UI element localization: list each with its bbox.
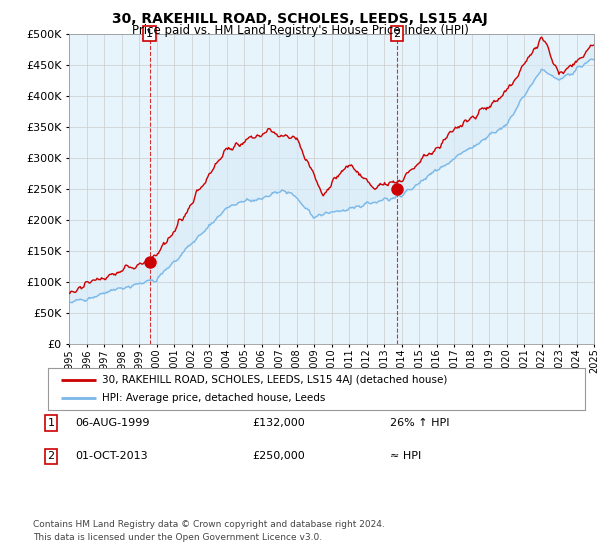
Text: 26% ↑ HPI: 26% ↑ HPI [390,418,449,428]
Text: 30, RAKEHILL ROAD, SCHOLES, LEEDS, LS15 4AJ: 30, RAKEHILL ROAD, SCHOLES, LEEDS, LS15 … [112,12,488,26]
Text: 1: 1 [146,29,153,39]
Text: Contains HM Land Registry data © Crown copyright and database right 2024.: Contains HM Land Registry data © Crown c… [33,520,385,529]
Text: 06-AUG-1999: 06-AUG-1999 [75,418,149,428]
Text: 30, RAKEHILL ROAD, SCHOLES, LEEDS, LS15 4AJ (detached house): 30, RAKEHILL ROAD, SCHOLES, LEEDS, LS15 … [102,375,447,385]
Text: ≈ HPI: ≈ HPI [390,451,421,461]
Text: £250,000: £250,000 [252,451,305,461]
Text: 1: 1 [47,418,55,428]
Text: £132,000: £132,000 [252,418,305,428]
Text: 2: 2 [394,29,401,39]
Text: 2: 2 [47,451,55,461]
Text: 01-OCT-2013: 01-OCT-2013 [75,451,148,461]
Text: HPI: Average price, detached house, Leeds: HPI: Average price, detached house, Leed… [102,393,325,403]
Text: Price paid vs. HM Land Registry's House Price Index (HPI): Price paid vs. HM Land Registry's House … [131,24,469,36]
Text: This data is licensed under the Open Government Licence v3.0.: This data is licensed under the Open Gov… [33,533,322,542]
